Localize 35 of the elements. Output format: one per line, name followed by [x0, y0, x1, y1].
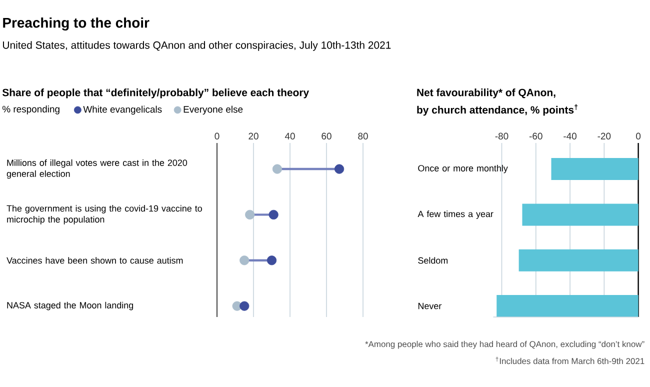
point	[240, 301, 250, 311]
y-tick-label: A few times a year	[418, 210, 494, 219]
x-tick-label: 0	[214, 132, 220, 140]
point	[266, 256, 277, 266]
point	[268, 210, 278, 220]
x-tick-label: -20	[598, 132, 611, 140]
chart-title: Net favourability* of QAnon,	[417, 88, 556, 98]
x-tick-label: 20	[248, 132, 258, 140]
chart-subtitle: by church attendance, % points$^{†}$	[417, 104, 578, 116]
x-tick-label: 0	[636, 132, 641, 140]
x-tick-label: 60	[322, 132, 332, 140]
legend-label: White evangelicals	[83, 106, 162, 115]
text: United States, attitudes towards QAnon and other conspiracies, July 10th-13th 2021	[3, 41, 391, 51]
x-tick-label: 40	[284, 132, 295, 140]
x-tick-label: -60	[529, 132, 542, 140]
x-tick-label: -40	[564, 132, 576, 140]
text: $^{†}$Includes data from March 6th-9th 2021	[496, 356, 644, 364]
text: Preaching to the choir	[3, 17, 150, 31]
text: *Among people who said they had heard of QAnon, excluding “don’t know”	[365, 340, 644, 349]
text: % responding	[2, 106, 60, 114]
y-tick-label: Never	[418, 302, 442, 310]
point	[245, 210, 255, 220]
point	[334, 164, 344, 174]
y-tick-label: The government is using the covid-19 vaccine to microchip the population	[6, 205, 202, 224]
y-tick-label: Once or more monthly	[418, 164, 508, 174]
chart-title: Share of people that “definitely/probably” believe each theory	[2, 88, 309, 98]
y-tick-label: Vaccines have been shown to cause autism	[6, 257, 183, 264]
y-tick-label: Millions of illegal votes were cast in the 2020 general election	[6, 159, 188, 179]
point	[272, 164, 282, 174]
y-tick-label: Seldom	[418, 257, 448, 264]
x-tick-label: -80	[495, 132, 508, 140]
point	[240, 256, 250, 266]
x-tick-label: 80	[358, 132, 368, 140]
y-tick-label: NASA staged the Moon landing	[7, 302, 134, 310]
legend-label: Everyone else	[184, 106, 243, 115]
